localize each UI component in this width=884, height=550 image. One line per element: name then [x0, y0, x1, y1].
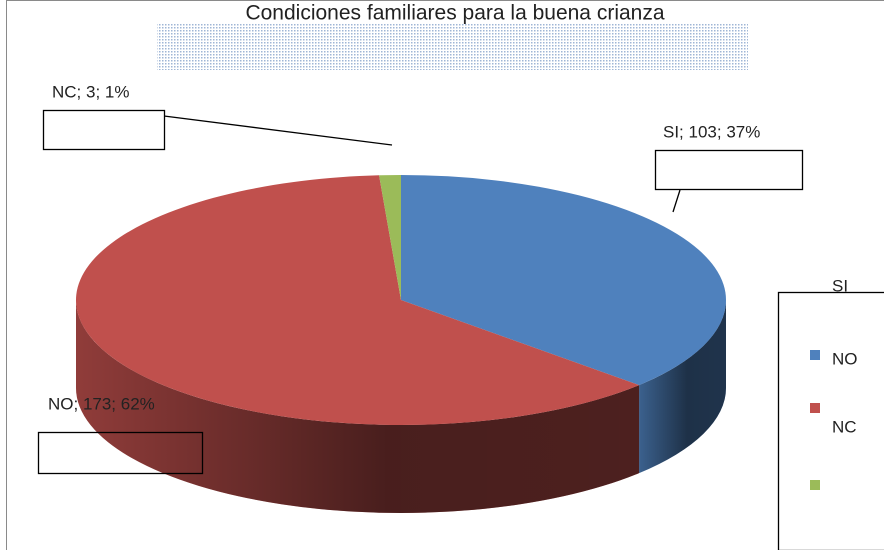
label-box — [654, 149, 804, 191]
legend-label: NC — [832, 417, 857, 436]
data-label: NO; 173; 62% — [48, 394, 155, 413]
legend-marker — [810, 350, 820, 360]
legend-label: NO — [832, 349, 858, 368]
legend-marker — [810, 480, 820, 490]
pie-side-shade — [76, 300, 640, 513]
data-label: NC; 3; 1% — [52, 82, 129, 101]
legend-label: SI — [832, 276, 848, 295]
label-box — [42, 109, 166, 151]
leader-line — [672, 189, 681, 213]
pie-slice — [401, 175, 726, 386]
leader-line — [163, 115, 393, 146]
chart-border — [6, 0, 884, 550]
title-background — [157, 24, 748, 70]
pie — [76, 175, 726, 513]
legend-box — [777, 291, 884, 550]
pie-slice — [76, 175, 640, 425]
chart-title: Condiciones familiares para la buena cri… — [245, 2, 664, 25]
label-box — [37, 431, 204, 475]
pie-side-shade — [639, 300, 726, 474]
pie-slice — [379, 175, 401, 300]
legend-marker — [810, 403, 820, 413]
data-label: SI; 103; 37% — [663, 122, 760, 141]
